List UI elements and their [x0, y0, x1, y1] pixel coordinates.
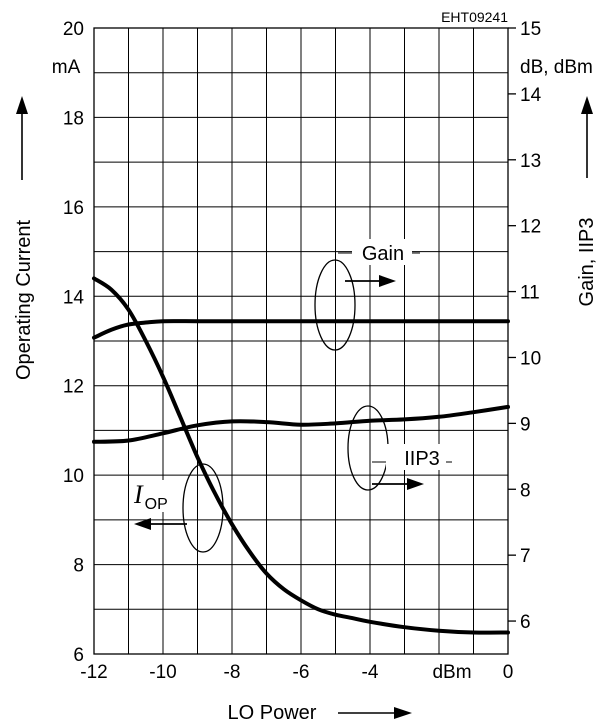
y-left-tick-label: 20	[63, 19, 84, 40]
left-axis-title: Operating Current	[13, 96, 35, 380]
series-layer	[92, 276, 510, 635]
x-tick-label: -8	[224, 662, 241, 683]
y-right-tick-label: 9	[520, 414, 531, 435]
iop-label-subscript: OP	[145, 496, 168, 513]
right-axis-arrow-head	[581, 96, 593, 114]
y-right-tick-label: 12	[520, 217, 541, 238]
grid	[94, 28, 508, 654]
iop-arrow-head	[134, 518, 151, 530]
gain-callout: Gain	[314, 239, 420, 351]
iop-label-symbol: I	[133, 480, 144, 509]
x-axis-arrow-head	[394, 707, 412, 719]
series-line-iip3	[92, 404, 510, 444]
left-axis-arrow-head	[16, 96, 28, 114]
iop-callout-ellipse	[182, 463, 224, 553]
series-line-i-op	[92, 276, 510, 635]
y-right-tick-label: 6	[520, 612, 531, 633]
y-left-tick-label: 12	[63, 377, 84, 398]
y-right-tick-label: 14	[520, 85, 542, 106]
x-tick-label: 0	[503, 662, 514, 683]
y-right-tick-label: 10	[520, 348, 541, 369]
y-right-tick-label: 11	[520, 283, 540, 304]
y-left-tick-label: 14	[63, 287, 85, 308]
series-line-gain	[92, 319, 510, 340]
y-right-tick-label: 8	[520, 480, 531, 501]
gain-label: Gain	[362, 243, 404, 265]
y-left-tick-label: 18	[63, 108, 84, 129]
x-axis-title-text: LO Power	[228, 702, 317, 724]
y-left-tick-label: 10	[63, 466, 84, 487]
right-axis-title-text: Gain, IIP3	[576, 218, 598, 307]
iop-callout: I OP	[130, 463, 224, 553]
gain-arrow-head	[379, 275, 396, 287]
right-axis-title: Gain, IIP3	[576, 96, 598, 306]
y-right-tick-label: 13	[520, 151, 541, 172]
figure-reference: EHT09241	[441, 9, 508, 25]
iip3-arrow-head	[407, 478, 424, 490]
iip3-callout-ellipse	[347, 405, 389, 491]
iip3-label-background	[386, 444, 446, 470]
iip3-label: IIP3	[404, 448, 440, 470]
left-axis-unit: mA	[52, 57, 81, 78]
y-left-tick-label: 16	[63, 198, 84, 219]
plot-frame	[93, 27, 509, 655]
right-axis-unit: dB, dBm	[520, 57, 593, 78]
gain-label-background	[352, 239, 412, 265]
iip3-callout: IIP3	[347, 405, 452, 491]
y-right-tick-label: 7	[520, 546, 531, 567]
x-tick-label: -10	[149, 662, 176, 683]
y-left-tick-label: 6	[73, 645, 84, 666]
x-axis-unit: dBm	[432, 662, 471, 683]
y-right-tick-label: 15	[520, 19, 541, 40]
gain-callout-ellipse	[314, 259, 356, 351]
iop-label: I OP	[133, 480, 168, 513]
tick-labels: -12 -10 -8 -6 -4 0 6 8 10 12 14 16 18 20 6 7 8 9 10 11 12 13 1…	[63, 19, 542, 683]
left-axis-title-text: Operating Current	[13, 220, 35, 381]
iop-label-background	[130, 480, 176, 512]
x-tick-label: -4	[362, 662, 379, 683]
x-axis-title: LO Power	[228, 702, 412, 724]
y-left-tick-label: 8	[73, 556, 84, 577]
x-tick-label: -6	[293, 662, 310, 683]
x-tick-label: -12	[80, 662, 107, 683]
